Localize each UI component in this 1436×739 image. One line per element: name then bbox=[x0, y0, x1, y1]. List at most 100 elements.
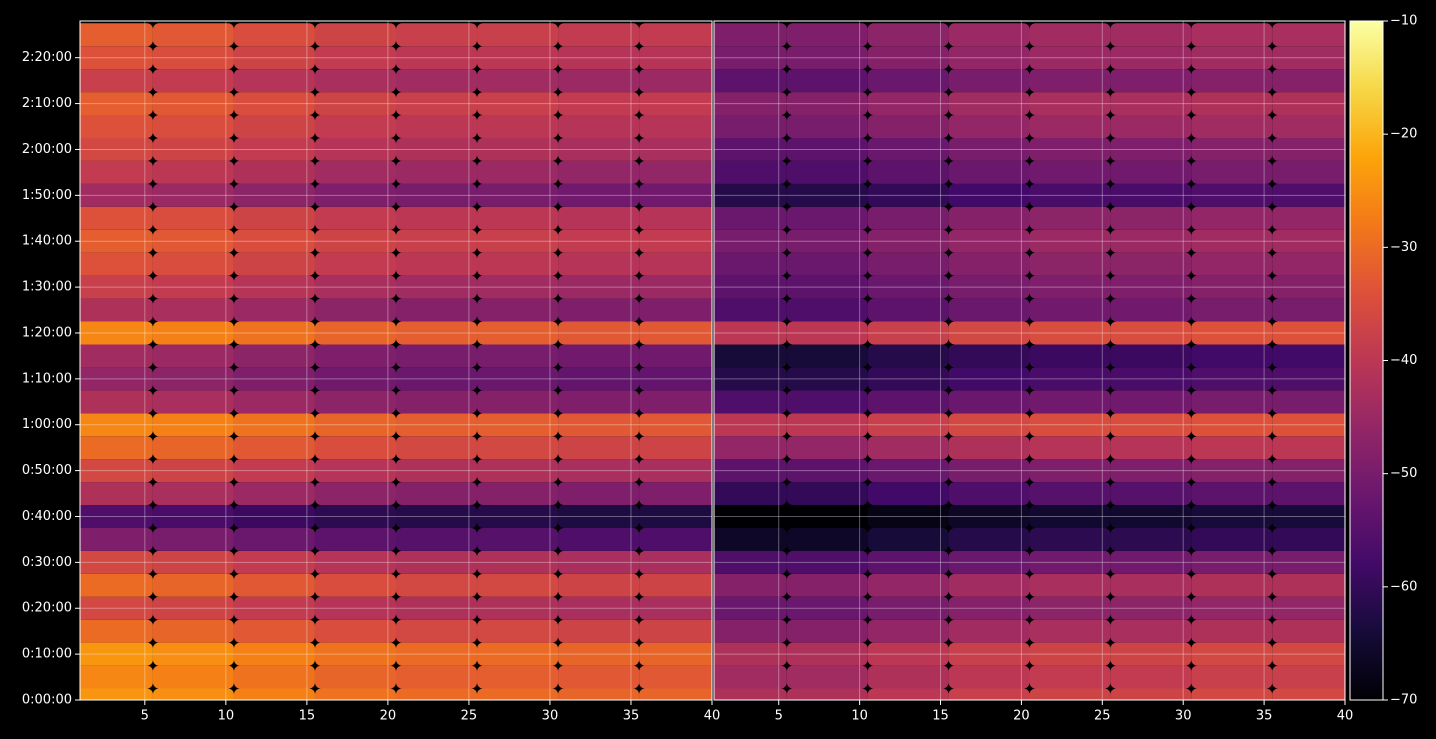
heatmap-cell bbox=[1110, 619, 1192, 643]
heatmap-cell bbox=[558, 69, 640, 93]
heatmap-cell bbox=[948, 46, 1030, 70]
heatmap-cell bbox=[714, 505, 787, 528]
heatmap-cell bbox=[1110, 115, 1192, 138]
heatmap-cell bbox=[1191, 183, 1273, 207]
heatmap-cell bbox=[867, 183, 949, 207]
heatmap-cell bbox=[867, 137, 949, 161]
heatmap-cell bbox=[233, 596, 315, 620]
heatmap-cell bbox=[1191, 642, 1273, 666]
heatmap-cell bbox=[80, 92, 153, 116]
heatmap-cell bbox=[867, 596, 949, 620]
heatmap-cell bbox=[1191, 298, 1273, 322]
heatmap-cell bbox=[867, 390, 949, 414]
heatmap-cell bbox=[948, 367, 1030, 391]
heatmap-cell bbox=[786, 252, 868, 276]
heatmap-cell bbox=[233, 527, 315, 551]
heatmap-cell bbox=[477, 344, 559, 368]
heatmap-cell bbox=[1029, 573, 1111, 597]
heatmap-cell bbox=[1191, 459, 1273, 483]
heatmap-cell bbox=[714, 527, 787, 551]
heatmap-cell bbox=[1029, 642, 1111, 666]
heatmap-cell bbox=[1272, 688, 1345, 700]
x-tick-label: 10 bbox=[851, 709, 868, 724]
heatmap-cell bbox=[152, 46, 234, 70]
y-tick-label: 0:40:00 bbox=[22, 509, 72, 524]
heatmap-cell bbox=[1272, 665, 1345, 689]
heatmap-cell bbox=[639, 665, 712, 689]
heatmap-cell bbox=[639, 573, 712, 597]
heatmap-cell bbox=[1272, 367, 1345, 391]
heatmap-cell bbox=[1110, 46, 1192, 70]
heatmap-cell bbox=[948, 413, 1030, 437]
heatmap-cell bbox=[639, 160, 712, 184]
heatmap-cell bbox=[714, 550, 787, 574]
heatmap-cell bbox=[1110, 527, 1192, 551]
colorbar-tick-label: −30 bbox=[1390, 240, 1417, 255]
x-tick-label: 25 bbox=[461, 709, 478, 724]
heatmap-cell bbox=[948, 115, 1030, 138]
heatmap-cell bbox=[1272, 252, 1345, 276]
heatmap-cell bbox=[639, 275, 712, 299]
heatmap-cell bbox=[948, 183, 1030, 207]
heatmap-cell bbox=[867, 505, 949, 528]
heatmap-cell bbox=[80, 665, 153, 689]
heatmap-cell bbox=[867, 436, 949, 460]
heatmap-cell bbox=[786, 92, 868, 116]
heatmap-cell bbox=[80, 344, 153, 368]
heatmap-cell bbox=[867, 482, 949, 506]
heatmap-cell bbox=[1029, 183, 1111, 207]
heatmap-cell bbox=[558, 229, 640, 253]
x-tick-label: 40 bbox=[1337, 709, 1354, 724]
heatmap-cell bbox=[314, 69, 396, 93]
heatmap-cell bbox=[1110, 275, 1192, 299]
heatmap-cell bbox=[1110, 413, 1192, 437]
y-tick-label: 1:40:00 bbox=[22, 234, 72, 249]
heatmap-cell bbox=[786, 344, 868, 368]
heatmap-cell bbox=[948, 69, 1030, 93]
heatmap-cell bbox=[80, 321, 153, 345]
x-tick-label: 15 bbox=[932, 709, 949, 724]
heatmap-cell bbox=[867, 413, 949, 437]
heatmap-cell bbox=[558, 390, 640, 414]
x-tick-label: 20 bbox=[1013, 709, 1030, 724]
heatmap-cell bbox=[558, 252, 640, 276]
heatmap-cell bbox=[1272, 206, 1345, 230]
x-tick-label: 35 bbox=[623, 709, 640, 724]
heatmap-cell bbox=[80, 229, 153, 253]
y-tick-label: 0:30:00 bbox=[22, 555, 72, 570]
heatmap-cell bbox=[152, 550, 234, 574]
heatmap-cell bbox=[152, 229, 234, 253]
heatmap-cell bbox=[714, 344, 787, 368]
heatmap-cell bbox=[948, 619, 1030, 643]
heatmap-cell bbox=[233, 390, 315, 414]
heatmap-cell bbox=[396, 642, 478, 666]
heatmap-cell bbox=[1272, 413, 1345, 437]
heatmap-cell bbox=[396, 298, 478, 322]
heatmap-cell bbox=[558, 642, 640, 666]
heatmap-cell bbox=[639, 505, 712, 528]
heatmap-cell bbox=[558, 573, 640, 597]
heatmap-cell bbox=[1029, 367, 1111, 391]
plot-frame bbox=[713, 20, 1346, 701]
heatmap-cell bbox=[948, 137, 1030, 161]
heatmap-cell bbox=[639, 596, 712, 620]
heatmap-cell bbox=[314, 137, 396, 161]
heatmap-cell bbox=[558, 482, 640, 506]
heatmap-cell bbox=[396, 69, 478, 93]
heatmap-cell bbox=[80, 688, 153, 700]
heatmap-cell bbox=[639, 115, 712, 138]
x-tick-label: 5 bbox=[141, 709, 149, 724]
heatmap-cell bbox=[314, 275, 396, 299]
heatmap-cell bbox=[1110, 688, 1192, 700]
heatmap-cell bbox=[396, 252, 478, 276]
heatmap-cell bbox=[314, 390, 396, 414]
heatmap-cell bbox=[558, 23, 640, 47]
heatmap-cell bbox=[233, 137, 315, 161]
heatmap-cell bbox=[948, 321, 1030, 345]
heatmap-cell bbox=[1029, 275, 1111, 299]
heatmap-cell bbox=[152, 115, 234, 138]
heatmap-cell bbox=[1110, 183, 1192, 207]
heatmap-cell bbox=[396, 573, 478, 597]
heatmap-cell bbox=[233, 482, 315, 506]
heatmap-cell bbox=[80, 46, 153, 70]
